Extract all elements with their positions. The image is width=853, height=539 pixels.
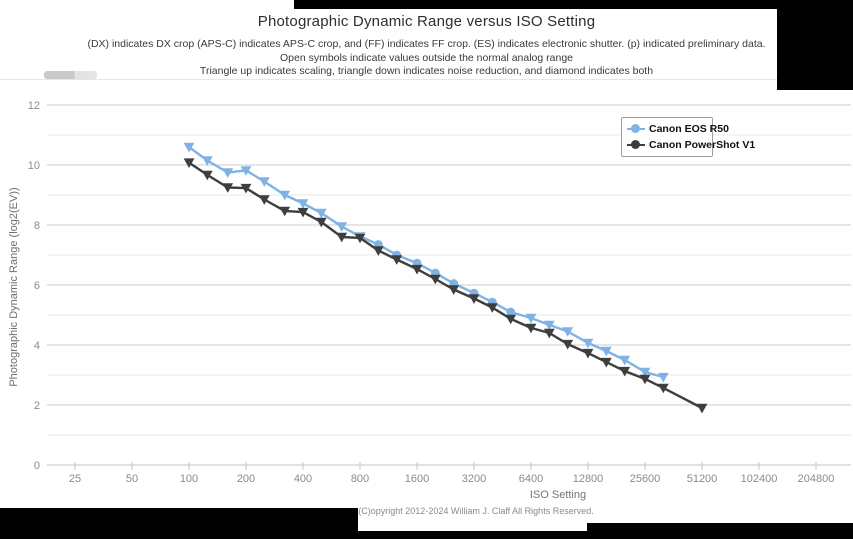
data-point-triangle-down <box>639 367 651 378</box>
data-point-triangle-down <box>429 274 441 285</box>
data-point-triangle-down <box>448 285 460 295</box>
data-point-triangle-down <box>391 255 403 265</box>
legend-item-canon-eos-r50: Canon EOS R50 <box>627 121 729 137</box>
data-point-triangle-down <box>240 166 252 176</box>
data-point-triangle-down <box>562 327 574 337</box>
data-point-triangle-down <box>657 383 669 394</box>
y-tick-label: 8 <box>34 220 40 232</box>
x-tick-label: 3200 <box>462 473 486 485</box>
data-point-triangle-down <box>279 206 291 217</box>
chart-plot-area[interactable]: 25 50 100 200 400 800 1600 3200 6400 12800 25600 51… <box>0 85 853 515</box>
y-tick-label: 10 <box>28 160 40 172</box>
x-tick-label: 6400 <box>519 473 543 485</box>
data-point-triangle-down <box>696 403 708 414</box>
data-point-triangle-down <box>619 366 631 377</box>
data-point-triangle-down <box>600 357 612 368</box>
data-point-triangle-down <box>562 339 574 350</box>
chart-header: Photographic Dynamic Range versus ISO Se… <box>0 0 853 79</box>
decor-black-top-right <box>777 0 853 90</box>
x-tick-label: 200 <box>237 473 255 485</box>
series-canon-powershot-v1 <box>183 158 708 414</box>
data-point-triangle-down <box>258 177 270 187</box>
legend-label: Canon EOS R50 <box>649 123 729 135</box>
data-point-triangle-down <box>543 320 555 331</box>
data-point-triangle-down <box>372 246 384 256</box>
data-point-triangle-down <box>525 323 537 334</box>
y-tick-label: 4 <box>34 340 40 352</box>
data-point-triangle-down <box>183 158 195 168</box>
y-axis: 0 2 4 6 8 10 12 <box>28 100 40 472</box>
chart-subtitle-line-2: Open symbols indicate values outside the… <box>279 51 573 64</box>
x-tick-label: 51200 <box>687 473 718 485</box>
data-point-triangle-down <box>336 232 348 243</box>
data-point-triangle-down <box>600 346 612 357</box>
x-tick-label: 1600 <box>405 473 429 485</box>
data-point-triangle-down <box>222 168 234 178</box>
data-point-triangle-down <box>336 222 348 232</box>
legend-item-canon-powershot-v1: Canon PowerShot V1 <box>627 137 755 153</box>
decor-black-bottom-right <box>587 523 853 539</box>
data-point-triangle-down <box>505 314 517 325</box>
data-point-triangle-down <box>315 217 327 228</box>
decor-black-bottom-middle <box>358 531 587 539</box>
data-point-triangle-down <box>525 313 537 324</box>
data-point-circle <box>506 307 516 317</box>
data-point-triangle-down <box>297 199 309 209</box>
x-tick-label: 100 <box>180 473 198 485</box>
data-point-triangle-down <box>582 348 594 359</box>
data-point-triangle-down <box>279 190 291 201</box>
y-tick-label: 12 <box>28 100 40 112</box>
data-point-triangle-down <box>315 208 327 219</box>
data-point-triangle-down <box>201 156 213 166</box>
x-tick-label: 102400 <box>741 473 778 485</box>
gridlines-minor <box>47 134 851 436</box>
y-tick-label: 6 <box>34 280 40 292</box>
data-point-triangle-down <box>411 264 423 275</box>
gridlines-major <box>47 104 851 406</box>
copyright-text: (C)opyright 2012-2024 William J. Claff A… <box>358 506 594 516</box>
x-tick-label: 25600 <box>630 473 661 485</box>
data-point-triangle-down <box>619 355 631 366</box>
data-point-triangle-down <box>486 303 498 313</box>
y-tick-label: 0 <box>34 460 40 472</box>
data-point-triangle-down <box>657 372 669 383</box>
chart-subtitle: (DX) indicates DX crop (APS-C) indicates… <box>0 38 853 79</box>
legend-label: Canon PowerShot V1 <box>649 139 756 151</box>
x-tick-label: 25 <box>69 473 81 485</box>
series-line <box>188 146 664 379</box>
chart-subtitle-line-1: (DX) indicates DX crop (APS-C) indicates… <box>87 38 766 50</box>
legend: Canon EOS R50 Canon PowerShot V1 <box>621 117 755 157</box>
data-point-triangle-down <box>201 170 213 181</box>
data-point-triangle-down <box>582 338 594 349</box>
legend-marker-icon <box>627 139 645 151</box>
y-axis-label: Photographic Dynamic Range (log2(EV)) <box>8 187 20 387</box>
data-point-triangle-down <box>258 195 270 205</box>
data-point-triangle-down <box>297 207 309 218</box>
x-axis: 25 50 100 200 400 800 1600 3200 6400 12800 25600 51… <box>47 462 851 485</box>
data-point-triangle-down <box>468 294 480 304</box>
header-divider <box>0 79 853 80</box>
data-point-triangle-down <box>639 374 651 385</box>
data-point-triangle-down <box>222 183 234 193</box>
data-point-triangle-down <box>354 233 366 244</box>
data-point-triangle-down <box>543 328 555 339</box>
x-tick-label: 800 <box>351 473 369 485</box>
chart-title: Photographic Dynamic Range versus ISO Se… <box>257 13 596 30</box>
chart-subtitle-line-3: Triangle up indicates scaling, triangle … <box>199 65 654 77</box>
x-tick-label: 50 <box>126 473 138 485</box>
scrollbar-artifact <box>44 71 97 79</box>
y-tick-label: 2 <box>34 400 40 412</box>
data-point-triangle-down <box>183 142 195 153</box>
series-canon-eos-r50 <box>183 142 669 383</box>
x-axis-label: ISO Setting <box>529 489 587 501</box>
legend-marker-icon <box>627 123 645 135</box>
data-point-triangle-down <box>240 183 252 194</box>
decor-black-top-bar <box>294 0 853 9</box>
x-tick-label: 12800 <box>573 473 604 485</box>
x-tick-label: 204800 <box>798 473 835 485</box>
decor-black-bottom-left <box>0 508 358 539</box>
x-tick-label: 400 <box>294 473 312 485</box>
